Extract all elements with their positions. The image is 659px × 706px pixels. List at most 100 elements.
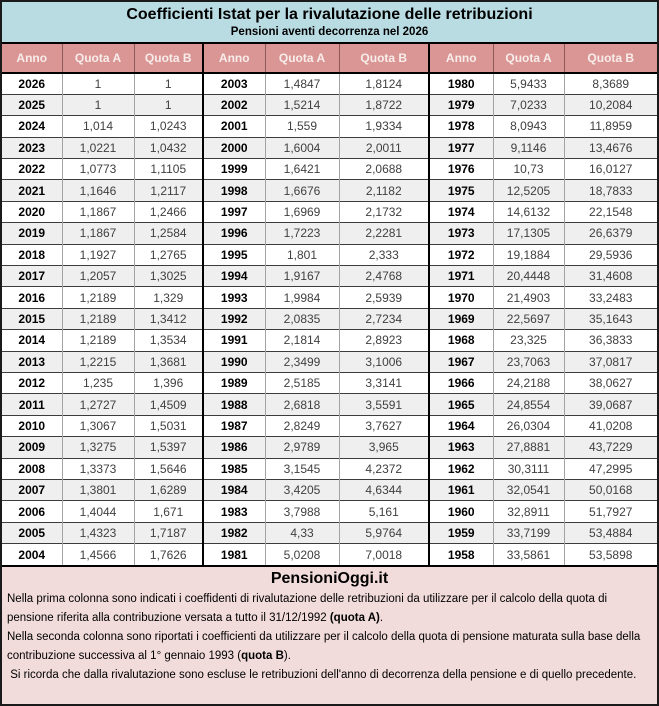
year-cell: 1963 <box>428 436 493 459</box>
table-row: 2014 1,2189 1,3534 1991 2,1814 2,8923 1968 23,3… <box>2 329 657 352</box>
year-cell: 1980 <box>428 72 493 95</box>
footer-panel: PensioniOggi.it Nella prima colonna sono… <box>2 564 657 704</box>
year-cell: 2016 <box>2 286 62 309</box>
quota-a-cell: 2,9789 <box>264 436 339 459</box>
year-cell: 1961 <box>428 478 493 501</box>
table-row: 2004 1,4566 1,7626 1981 5,0208 7,0018 1958 33,5… <box>2 543 657 565</box>
year-cell: 1964 <box>428 414 493 437</box>
year-cell: 2013 <box>2 350 62 373</box>
quota-b-cell: 1,6289 <box>133 478 203 501</box>
year-cell: 2025 <box>2 93 62 116</box>
quota-b-cell: 2,1732 <box>338 200 429 223</box>
year-cell: 1969 <box>428 307 493 330</box>
quota-a-cell: 1,5214 <box>264 93 339 116</box>
quota-a-cell: 1,4566 <box>61 543 134 565</box>
table-body: 2026 1 1 2003 1,4847 1,8124 1980 5,9433 8,3689 20… <box>2 72 657 565</box>
quota-b-cell: 1,5646 <box>133 457 203 480</box>
quota-a-cell: 26,0304 <box>492 414 564 437</box>
quota-b-cell: 1,8124 <box>338 72 429 95</box>
year-cell: 1997 <box>202 200 265 223</box>
year-cell: 1959 <box>428 521 493 544</box>
quota-a-cell: 1,2727 <box>61 393 134 416</box>
year-cell: 2020 <box>2 200 62 223</box>
quota-b-cell: 3,965 <box>338 436 429 459</box>
quota-a-cell: 4,33 <box>264 521 339 544</box>
note-text: ). <box>283 649 291 662</box>
quota-b-cell: 1,3025 <box>133 265 203 287</box>
quota-a-cell: 1,235 <box>61 371 134 394</box>
year-cell: 2021 <box>2 179 62 202</box>
quota-a-cell: 23,325 <box>492 329 564 352</box>
note-paragraph: Nella prima colonna sono indicati i coef… <box>7 590 652 628</box>
table-row: 2017 1,2057 1,3025 1994 1,9167 2,4768 1971 20,4… <box>2 265 657 287</box>
table-row: 2009 1,3275 1,5397 1986 2,9789 3,965 1963 27,88… <box>2 436 657 459</box>
quota-a-cell: 1,9167 <box>264 265 339 287</box>
quota-a-cell: 1,7223 <box>264 222 339 245</box>
table-row: 2011 1,2727 1,4509 1988 2,6818 3,5591 1965 24,8… <box>2 393 657 416</box>
quota-a-cell: 1,2189 <box>61 329 134 352</box>
year-cell: 1979 <box>428 93 493 116</box>
quota-b-cell: 38,0627 <box>563 371 657 394</box>
quota-a-cell: 1,0773 <box>61 158 134 180</box>
column-header-quota-b: Quota B <box>338 44 429 74</box>
quota-b-cell: 1,7626 <box>133 543 203 565</box>
year-cell: 1967 <box>428 350 493 373</box>
quota-a-cell: 1,6676 <box>264 179 339 202</box>
note-text: Nella prima colonna sono indicati i coef… <box>7 592 611 624</box>
quota-a-cell: 1 <box>61 72 134 95</box>
quota-a-cell: 1,1927 <box>61 243 134 266</box>
year-cell: 1992 <box>202 307 265 330</box>
quota-a-cell: 8,0943 <box>492 115 564 138</box>
quota-b-cell: 8,3689 <box>563 72 657 95</box>
quota-a-cell: 1,3067 <box>61 414 134 437</box>
quota-b-cell: 1,5397 <box>133 436 203 459</box>
year-cell: 2011 <box>2 393 62 416</box>
quota-b-cell: 36,3833 <box>563 329 657 352</box>
quota-b-cell: 3,3141 <box>338 371 429 394</box>
quota-a-cell: 1,3275 <box>61 436 134 459</box>
quota-b-cell: 1 <box>133 72 203 95</box>
year-cell: 1976 <box>428 158 493 180</box>
quota-b-cell: 5,161 <box>338 500 429 523</box>
quota-b-cell: 1,2117 <box>133 179 203 202</box>
year-cell: 1962 <box>428 457 493 480</box>
year-cell: 2024 <box>2 115 62 138</box>
quota-b-cell: 1,9334 <box>338 115 429 138</box>
quota-b-cell: 1,396 <box>133 371 203 394</box>
quota-b-cell: 11,8959 <box>563 115 657 138</box>
year-cell: 2007 <box>2 478 62 501</box>
year-cell: 1988 <box>202 393 265 416</box>
year-cell: 1985 <box>202 457 265 480</box>
quota-b-cell: 35,1643 <box>563 307 657 330</box>
column-header-quota-a: Quota A <box>492 44 564 74</box>
quota-b-cell: 31,4608 <box>563 265 657 287</box>
quota-a-cell: 1,3373 <box>61 457 134 480</box>
year-cell: 2019 <box>2 222 62 245</box>
quota-a-cell: 24,8554 <box>492 393 564 416</box>
year-cell: 1993 <box>202 286 265 309</box>
year-cell: 1970 <box>428 286 493 309</box>
year-cell: 1974 <box>428 200 493 223</box>
year-cell: 2018 <box>2 243 62 266</box>
note-bold-text: (quota A) <box>329 611 380 624</box>
year-cell: 2009 <box>2 436 62 459</box>
year-cell: 1975 <box>428 179 493 202</box>
quota-b-cell: 2,8923 <box>338 329 429 352</box>
quota-a-cell: 27,8881 <box>492 436 564 459</box>
quota-a-cell: 3,7988 <box>264 500 339 523</box>
page-title: Coefficienti Istat per la rivalutazione … <box>126 6 533 23</box>
quota-a-cell: 1,2189 <box>61 286 134 309</box>
table-row: 2007 1,3801 1,6289 1984 3,4205 4,6344 1961 32,0… <box>2 478 657 501</box>
quota-b-cell: 41,0208 <box>563 414 657 437</box>
year-cell: 1990 <box>202 350 265 373</box>
quota-a-cell: 3,4205 <box>264 478 339 501</box>
quota-a-cell: 1,2215 <box>61 350 134 373</box>
quota-b-cell: 29,5936 <box>563 243 657 266</box>
year-cell: 1978 <box>428 115 493 138</box>
quota-b-cell: 26,6379 <box>563 222 657 245</box>
table-row: 2018 1,1927 1,2765 1995 1,801 2,333 1972 19,188… <box>2 243 657 266</box>
table-row: 2024 1,014 1,0243 2001 1,559 1,9334 1978 8,0943… <box>2 115 657 138</box>
quota-a-cell: 14,6132 <box>492 200 564 223</box>
table-row: 2021 1,1646 1,2117 1998 1,6676 2,1182 1975 12,5… <box>2 179 657 202</box>
